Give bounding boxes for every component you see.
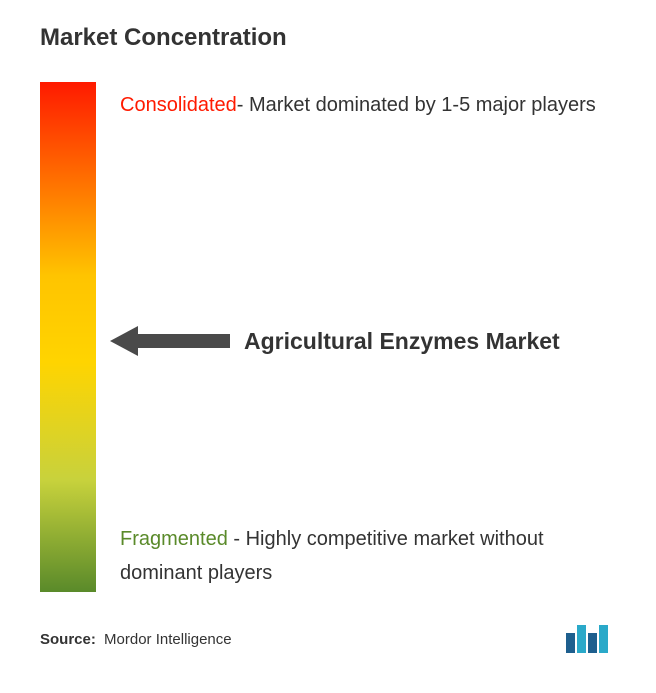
footer: Source: Mordor Intelligence	[40, 625, 616, 653]
fragmented-key: Fragmented	[120, 528, 228, 550]
arrow-left-icon	[110, 326, 230, 356]
page-title: Market Concentration	[40, 24, 616, 52]
mordor-logo-icon	[566, 625, 616, 653]
gradient-bar	[40, 82, 96, 592]
market-name: Agricultural Enzymes Market	[244, 328, 560, 355]
market-marker: Agricultural Enzymes Market	[110, 326, 560, 356]
source-label: Source:	[40, 631, 96, 648]
fragmented-label: Fragmented - Highly competitive market w…	[120, 522, 616, 590]
consolidated-label: Consolidated- Market dominated by 1-5 ma…	[120, 88, 616, 122]
concentration-chart: Consolidated- Market dominated by 1-5 ma…	[40, 82, 616, 602]
consolidated-desc: - Market dominated by 1-5 major players	[237, 94, 596, 116]
source: Source: Mordor Intelligence	[40, 631, 232, 648]
source-value: Mordor Intelligence	[104, 631, 232, 648]
consolidated-key: Consolidated	[120, 94, 237, 116]
